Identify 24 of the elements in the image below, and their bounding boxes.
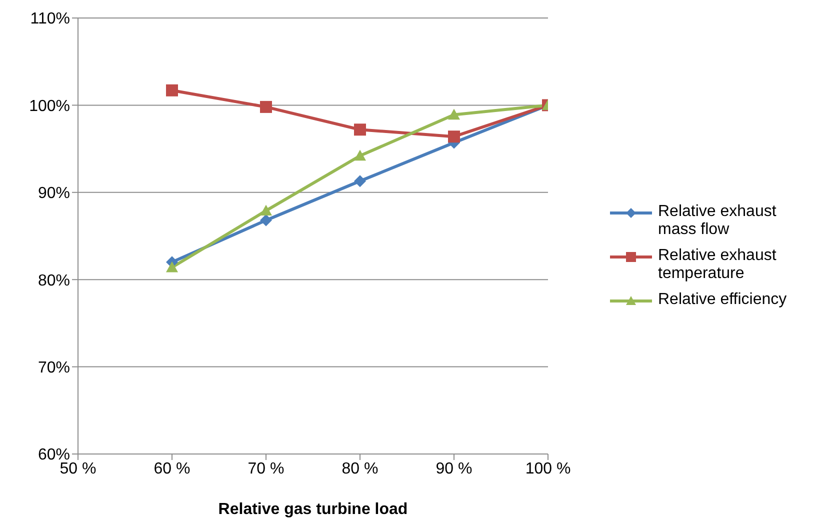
y-tick-label: 80% [38, 272, 70, 290]
point [260, 204, 272, 216]
x-tick-label: 80 % [342, 460, 378, 478]
x-axis-title: Relative gas turbine load [218, 501, 408, 518]
x-tick-label: 100 % [525, 460, 571, 478]
y-tick-label: 100% [29, 98, 70, 115]
point [166, 261, 178, 272]
point [354, 150, 366, 161]
point [448, 108, 460, 120]
point [260, 214, 272, 226]
point [260, 100, 272, 113]
point [166, 84, 178, 96]
x-tick-label: 70 % [248, 460, 284, 478]
y-tick-label: 110% [30, 10, 70, 28]
x-tick-label: 90 % [436, 460, 472, 478]
point [448, 130, 460, 143]
x-tick-label: 60 % [154, 460, 190, 478]
legend-label: Relative exhaust mass flow [658, 203, 778, 239]
legend-label: Relative exhaust temperature [658, 247, 778, 283]
point [354, 175, 366, 188]
y-tick-label: 90% [38, 185, 70, 202]
point [354, 124, 366, 136]
legend-label: Relative efficiency [658, 291, 788, 309]
y-tick-label: 70% [38, 359, 70, 376]
